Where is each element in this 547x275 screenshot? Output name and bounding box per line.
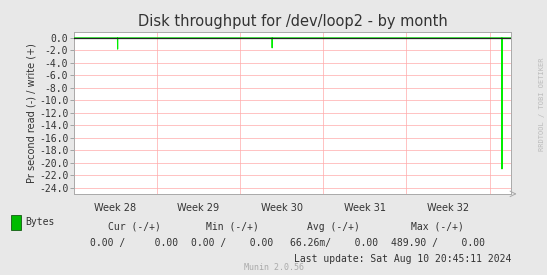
Y-axis label: Pr second read (-) / write (+): Pr second read (-) / write (+) — [26, 43, 36, 183]
Text: Munin 2.0.56: Munin 2.0.56 — [243, 263, 304, 272]
Text: 0.00 /    0.00: 0.00 / 0.00 — [191, 238, 274, 248]
Text: 489.90 /    0.00: 489.90 / 0.00 — [391, 238, 485, 248]
Text: Cur (-/+): Cur (-/+) — [108, 222, 160, 232]
Text: Max (-/+): Max (-/+) — [411, 222, 464, 232]
Text: Min (-/+): Min (-/+) — [206, 222, 259, 232]
Text: Week 30: Week 30 — [261, 203, 302, 213]
Text: Week 32: Week 32 — [427, 203, 469, 213]
Text: RRDTOOL / TOBI OETIKER: RRDTOOL / TOBI OETIKER — [539, 58, 545, 151]
Text: Week 31: Week 31 — [344, 203, 386, 213]
Text: Week 28: Week 28 — [94, 203, 137, 213]
Text: Avg (-/+): Avg (-/+) — [307, 222, 360, 232]
Text: 0.00 /     0.00: 0.00 / 0.00 — [90, 238, 178, 248]
Title: Disk throughput for /dev/loop2 - by month: Disk throughput for /dev/loop2 - by mont… — [138, 14, 447, 29]
Text: 66.26m/    0.00: 66.26m/ 0.00 — [289, 238, 378, 248]
Text: Week 29: Week 29 — [177, 203, 220, 213]
Text: Last update: Sat Aug 10 20:45:11 2024: Last update: Sat Aug 10 20:45:11 2024 — [294, 254, 511, 264]
Text: Bytes: Bytes — [25, 217, 55, 227]
